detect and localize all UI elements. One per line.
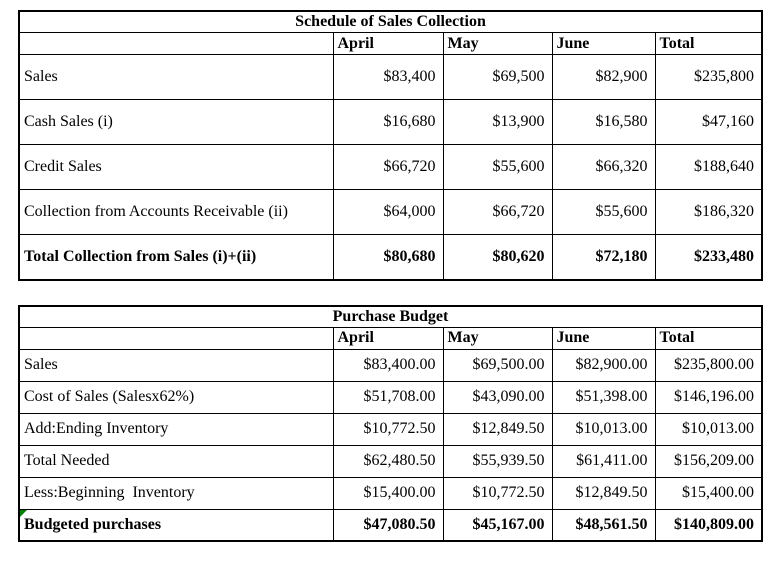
cell-value: $64,000 [332, 189, 444, 235]
cell-value: $140,809.00 [654, 508, 763, 542]
row-label: Cost of Sales (Salesx62%) [18, 380, 334, 414]
table-title-row: Schedule of Sales Collection [18, 10, 763, 33]
cell-value: $80,680 [332, 234, 444, 280]
table-row: Sales $83,400.00 $69,500.00 $82,900.00 $235,… [18, 348, 763, 382]
cell-error-marker-icon [20, 510, 27, 517]
cell-value: $61,411.00 [551, 444, 656, 478]
cell-value: $62,480.50 [332, 444, 444, 478]
cell-value: $235,800 [654, 54, 763, 100]
column-header: May [442, 326, 553, 350]
table-row: Budgeted purchases $47,080.50 $45,167.00 $4… [18, 508, 763, 542]
row-label: Total Needed [18, 444, 334, 478]
purchase-budget-table: Purchase Budget April May June Total Sales $83… [18, 304, 763, 542]
cell-value: $15,400.00 [654, 476, 763, 510]
cell-value: $47,080.50 [332, 508, 444, 542]
column-header: April [332, 32, 444, 55]
table-row: Cost of Sales (Salesx62%) $51,708.00 $43,0… [18, 380, 763, 414]
cell-value: $72,180 [551, 234, 656, 280]
row-label: Sales [18, 54, 334, 100]
table-row: Cash Sales (i) $16,680 $13,900 $16,580 $47,1… [18, 99, 763, 145]
row-label: Add:Ending Inventory [18, 412, 334, 446]
cell-value: $233,480 [654, 234, 763, 280]
page: Schedule of Sales Collection April May June… [18, 10, 764, 542]
column-header: May [442, 32, 553, 55]
cell-value: $82,900.00 [551, 348, 656, 382]
cell-value: $13,900 [442, 99, 553, 145]
cell-value: $10,772.50 [332, 412, 444, 446]
row-label: Credit Sales [18, 144, 334, 190]
table-row: Credit Sales $66,720 $55,600 $66,320 $188,64… [18, 144, 763, 190]
cell-value: $156,209.00 [654, 444, 763, 478]
cell-value: $45,167.00 [442, 508, 553, 542]
cell-value: $48,561.50 [551, 508, 656, 542]
cell-value: $16,680 [332, 99, 444, 145]
column-header: April [332, 326, 444, 350]
row-label: Budgeted purchases [18, 508, 334, 542]
cell-value: $10,772.50 [442, 476, 553, 510]
cell-value: $83,400.00 [332, 348, 444, 382]
cell-value: $15,400.00 [332, 476, 444, 510]
cell-value: $55,600 [551, 189, 656, 235]
row-label: Less:Beginning Inventory [18, 476, 334, 510]
cell-value: $10,013.00 [654, 412, 763, 446]
table-header-row: April May June Total [18, 326, 763, 350]
cell-value: $69,500.00 [442, 348, 553, 382]
cell-value: $235,800.00 [654, 348, 763, 382]
row-label: Total Collection from Sales (i)+(ii) [18, 234, 334, 280]
cell-value: $83,400 [332, 54, 444, 100]
cell-value: $10,013.00 [551, 412, 656, 446]
cell-value: $66,720 [442, 189, 553, 235]
cell-value: $51,398.00 [551, 380, 656, 414]
table-row: Total Collection from Sales (i)+(ii) $80,… [18, 234, 763, 280]
table-header-row: April May June Total [18, 32, 763, 55]
cell-value: $47,160 [654, 99, 763, 145]
table-row: Total Needed $62,480.50 $55,939.50 $61,411.… [18, 444, 763, 478]
table-row: Less:Beginning Inventory $15,400.00 $10,77… [18, 476, 763, 510]
cell-value: $146,196.00 [654, 380, 763, 414]
cell-value: $55,939.50 [442, 444, 553, 478]
column-header: June [551, 326, 656, 350]
table-title-row: Purchase Budget [18, 305, 763, 328]
cell-value: $188,640 [654, 144, 763, 190]
table-row: Collection from Accounts Receivable (ii)… [18, 189, 763, 235]
cell-value: $43,090.00 [442, 380, 553, 414]
cell-value: $66,320 [551, 144, 656, 190]
column-header: Total [654, 32, 763, 55]
cell-value: $66,720 [332, 144, 444, 190]
column-header: Total [654, 326, 763, 350]
column-header: June [551, 32, 656, 55]
cell-value: $51,708.00 [332, 380, 444, 414]
cell-value: $80,620 [442, 234, 553, 280]
table-title: Schedule of Sales Collection [18, 10, 763, 33]
schedule-of-sales-collection-table: Schedule of Sales Collection April May June… [18, 10, 764, 281]
table-title: Purchase Budget [18, 305, 763, 328]
cell-value: $12,849.50 [442, 412, 553, 446]
cell-value: $16,580 [551, 99, 656, 145]
row-label: Cash Sales (i) [18, 99, 334, 145]
column-header-empty [18, 326, 334, 350]
table-row: Add:Ending Inventory $10,772.50 $12,849.50… [18, 412, 763, 446]
table-row: Sales $83,400 $69,500 $82,900 $235,800 [18, 54, 763, 100]
cell-value: $82,900 [551, 54, 656, 100]
cell-value: $69,500 [442, 54, 553, 100]
column-header-empty [18, 32, 334, 55]
row-label: Collection from Accounts Receivable (ii) [18, 189, 334, 235]
cell-value: $55,600 [442, 144, 553, 190]
row-label: Sales [18, 348, 334, 382]
cell-value: $186,320 [654, 189, 763, 235]
cell-value: $12,849.50 [551, 476, 656, 510]
